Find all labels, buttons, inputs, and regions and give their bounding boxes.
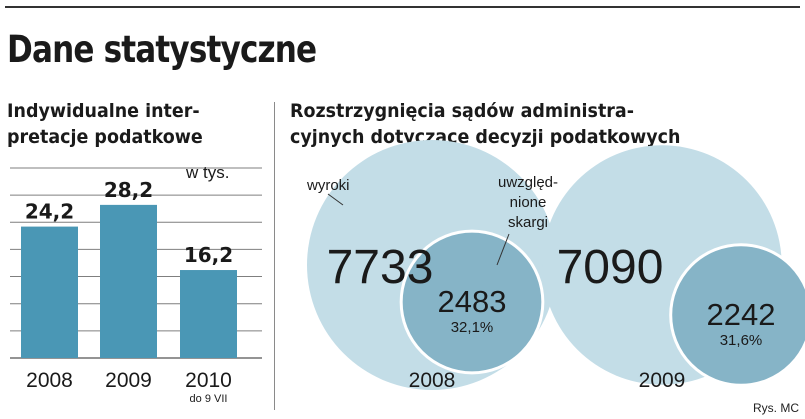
label-skargi: nione	[510, 194, 547, 211]
x-tick-note: do 9 VII	[190, 393, 228, 405]
bubble-upheld-value: 2242	[707, 297, 776, 332]
bubble-year-label: 2008	[409, 369, 456, 392]
bubble-year-label: 2009	[639, 369, 686, 392]
label-skargi: skargi	[508, 214, 548, 231]
right-panel-title: Rozstrzygnięcia sądów administra- cyjnyc…	[290, 98, 680, 150]
left-panel-title-line2: pretacje podatkowe	[7, 126, 203, 148]
bar-value-label: 16,2	[184, 243, 233, 267]
x-tick-label: 2009	[105, 369, 152, 392]
top-rule	[5, 6, 800, 8]
label-wyroki: wyroki	[306, 177, 350, 194]
label-wyroki-leader	[327, 193, 344, 206]
page-title: Dane statystyczne	[7, 28, 317, 71]
x-tick-label: 2010	[185, 369, 232, 392]
bubble-total-value: 7733	[327, 241, 434, 294]
bubble-upheld	[399, 229, 545, 375]
bar-value-label: 24,2	[25, 200, 74, 224]
bar	[21, 226, 78, 358]
bubble-share-label: 31,6%	[720, 332, 763, 349]
left-panel-title: Indywidualne inter- pretacje podatkowe	[7, 98, 203, 150]
right-panel-title-line1: Rozstrzygnięcia sądów administra-	[290, 100, 634, 122]
bar	[100, 204, 157, 358]
bubble-total-value: 7090	[557, 241, 664, 294]
right-panel-title-line2: cyjnych dotyczące decyzji podatkowych	[290, 126, 681, 148]
bubble-upheld-value: 2483	[438, 284, 507, 319]
x-tick-label: 2008	[26, 369, 73, 392]
bar-value-label: 28,2	[104, 178, 153, 202]
credit: Rys. MC	[753, 401, 799, 415]
label-skargi: uwzględ-	[498, 174, 558, 191]
bar	[180, 270, 237, 358]
bubble-upheld	[669, 243, 805, 387]
bubble-share-label: 32,1%	[451, 319, 494, 336]
left-panel-title-line1: Indywidualne inter-	[7, 100, 200, 122]
unit-label: w tys.	[185, 163, 229, 182]
label-skargi-leader	[496, 233, 510, 266]
panel-divider	[274, 102, 275, 410]
